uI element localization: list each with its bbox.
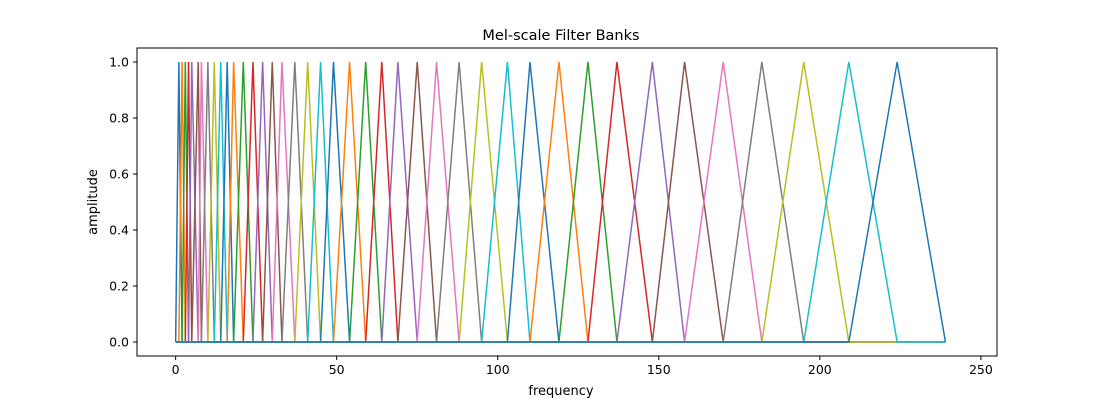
filter-line-9 [175, 61, 946, 343]
filter-line-13 [175, 61, 946, 343]
filter-line-2 [175, 61, 946, 343]
filter-line-41 [175, 61, 947, 343]
chart-title: Mel-scale Filter Banks [482, 28, 639, 44]
filter-line-15 [175, 61, 946, 343]
filter-line-34 [175, 61, 946, 343]
filter-line-7 [175, 61, 946, 343]
plot-frame [136, 47, 998, 357]
filter-line-26 [175, 61, 946, 343]
filter-line-33 [175, 61, 946, 343]
y-tick-label: 0.6 [109, 167, 129, 182]
filter-line-24 [175, 61, 946, 343]
filter-line-25 [175, 61, 946, 343]
y-axis-ticks: 0.0 0.2 0.4 0.6 0.8 1.0 [109, 55, 137, 350]
filter-line-29 [175, 61, 946, 343]
filter-line-4 [175, 61, 946, 343]
x-tick-label: 250 [969, 362, 993, 377]
filter-line-20 [175, 61, 946, 343]
filter-line-32 [175, 61, 946, 343]
x-axis-ticks: 0 50 100 150 200 250 [172, 356, 993, 377]
x-axis-label: frequency [528, 384, 594, 399]
x-tick-label: 0 [172, 362, 180, 377]
filter-line-12 [175, 61, 946, 343]
filter-line-21 [175, 61, 946, 343]
y-axis-label: amplitude [86, 169, 101, 235]
y-tick-label: 0.8 [109, 111, 129, 126]
filter-line-28 [175, 61, 946, 343]
filter-line-6 [175, 61, 946, 343]
x-tick-label: 50 [329, 362, 345, 377]
y-tick-label: 0.0 [109, 335, 129, 350]
filter-line-16 [175, 61, 946, 343]
filter-line-3 [175, 61, 946, 343]
filter-line-5 [175, 61, 946, 343]
filter-line-19 [175, 61, 946, 343]
filter-line-38 [175, 61, 946, 343]
filter-line-18 [175, 61, 946, 343]
y-tick-label: 0.4 [109, 223, 129, 238]
filter-line-35 [175, 61, 946, 343]
filter-line-27 [175, 61, 946, 343]
x-tick-label: 150 [647, 362, 671, 377]
filter-line-31 [175, 61, 946, 343]
filter-line-39 [175, 61, 946, 343]
y-tick-label: 0.2 [109, 279, 129, 294]
filter-line-36 [175, 61, 946, 343]
filter-line-14 [175, 61, 946, 343]
x-tick-label: 100 [486, 362, 510, 377]
filter-line-8 [175, 61, 946, 343]
filter-line-23 [175, 61, 946, 343]
filter-line-10 [175, 61, 946, 343]
filter-line-1 [174, 61, 946, 343]
filter-line-17 [175, 61, 946, 343]
filter-line-11 [175, 61, 946, 343]
filter-line-30 [175, 61, 946, 343]
series-group [174, 61, 947, 343]
y-tick-label: 1.0 [109, 55, 129, 70]
filter-line-37 [175, 61, 946, 343]
filter-line-22 [175, 61, 946, 343]
x-tick-label: 200 [808, 362, 832, 377]
filter-line-40 [175, 61, 946, 343]
